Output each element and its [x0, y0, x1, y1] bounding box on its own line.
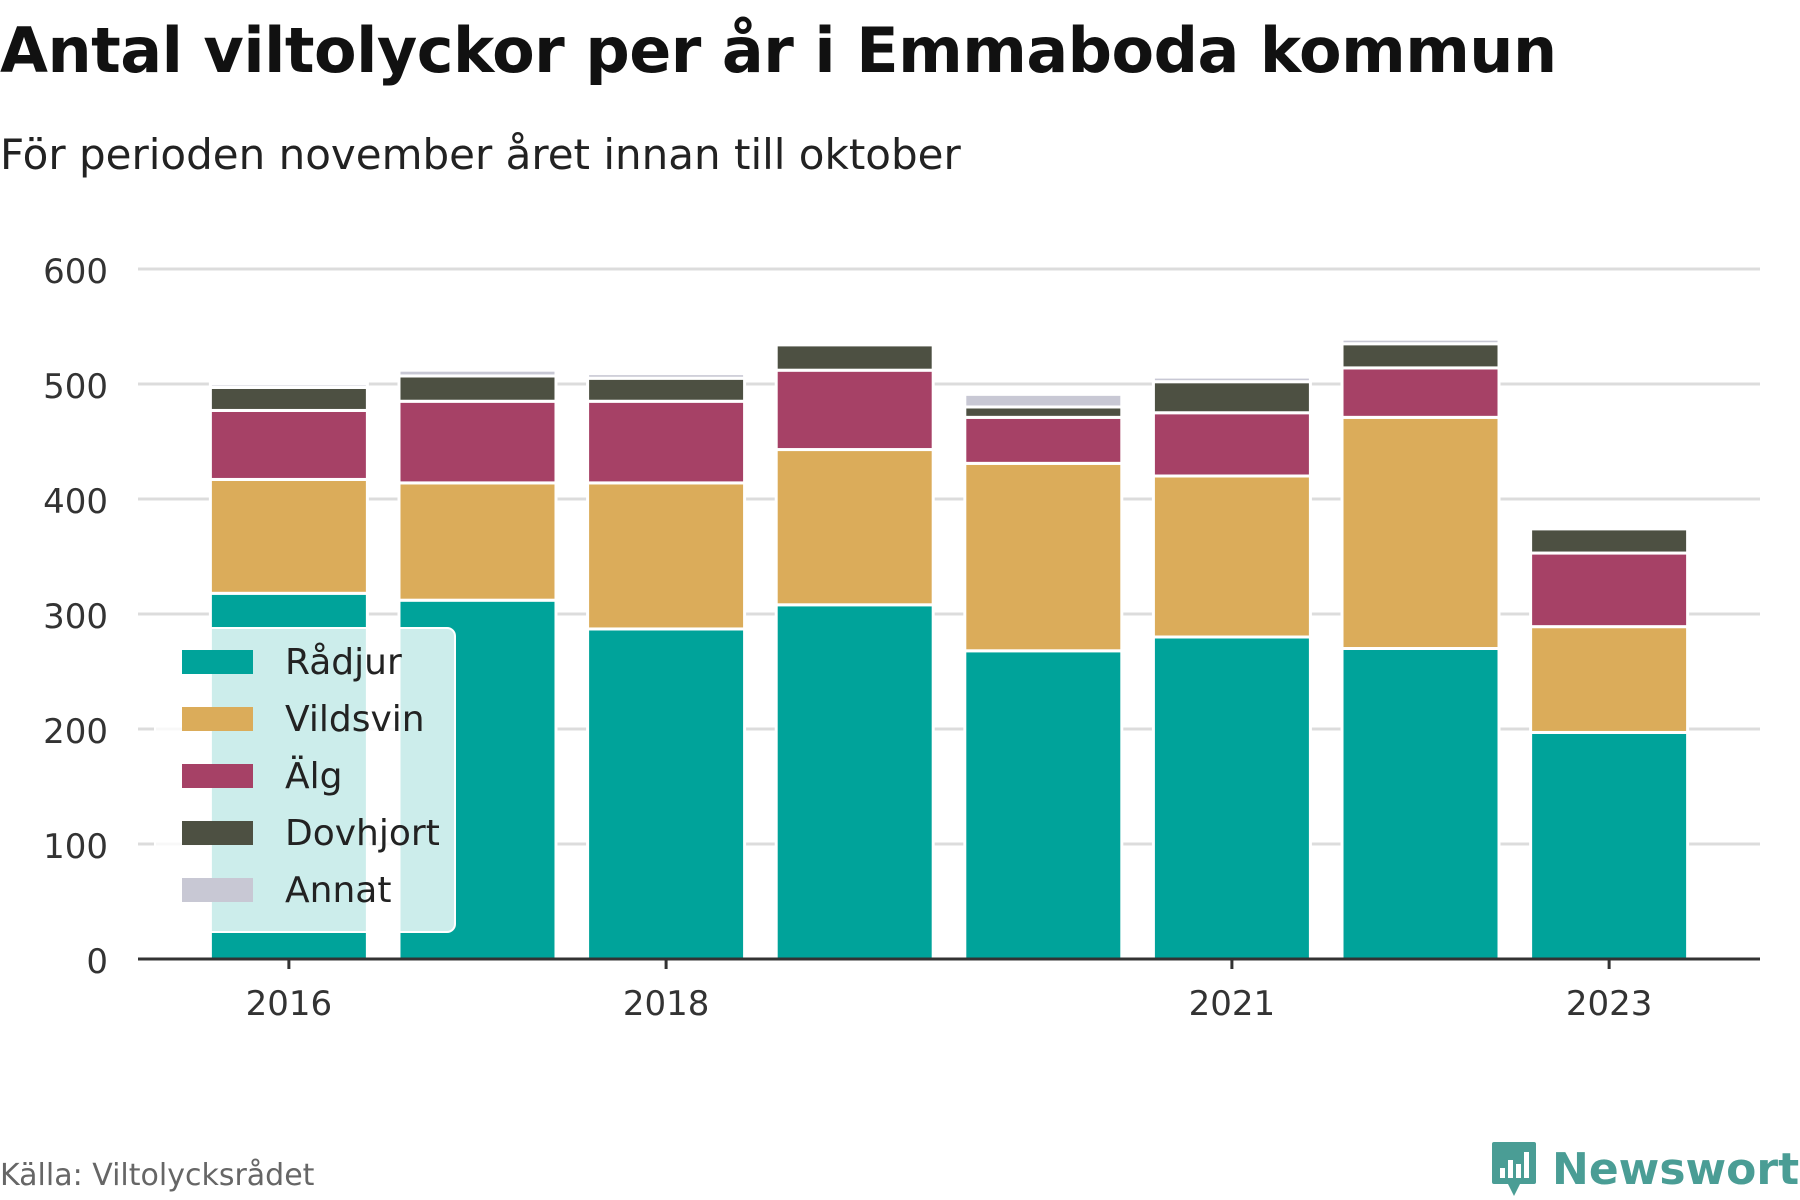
y-tick-label: 0: [86, 942, 108, 982]
x-tick-label: 2021: [1189, 984, 1276, 1024]
bar-segment: [397, 399, 558, 485]
bar-segment: [208, 477, 369, 595]
legend-swatch: [182, 650, 253, 674]
chart-subtitle: För perioden november året innan till ok…: [0, 130, 961, 179]
bar-segment: [963, 461, 1124, 653]
y-tick-label: 300: [43, 597, 108, 637]
bar-segment: [1529, 527, 1690, 555]
bar-segment: [586, 481, 747, 631]
brand-name: Newsworthy: [1552, 1143, 1800, 1195]
bar-segment: [963, 392, 1124, 409]
bar-segment: [774, 603, 935, 961]
legend-label: Annat: [285, 870, 391, 911]
legend-label: Vildsvin: [285, 699, 425, 740]
chart-title: Antal viltolyckor per år i Emmaboda komm…: [0, 14, 1557, 87]
y-tick-label: 500: [43, 367, 108, 407]
bar-segment: [1340, 337, 1501, 346]
bar-segment: [208, 382, 369, 389]
legend-swatch: [182, 821, 253, 845]
bar-segment: [774, 343, 935, 372]
bar-segment: [1151, 474, 1312, 639]
bar-segment: [774, 448, 935, 607]
x-tick-label: 2016: [246, 984, 333, 1024]
brand-logo: Newsworthy: [1490, 1140, 1800, 1198]
bar-segment: [774, 368, 935, 452]
legend-label: Älg: [285, 755, 342, 797]
bar-segment: [1529, 730, 1690, 961]
bar-segment: [1340, 342, 1501, 370]
y-tick-label: 600: [43, 252, 108, 292]
legend-swatch: [182, 764, 253, 788]
bar-segment: [208, 408, 369, 481]
legend-label: Dovhjort: [285, 813, 440, 854]
y-tick-label: 200: [43, 712, 108, 752]
bar-segment: [586, 372, 747, 380]
bar-segment: [963, 649, 1124, 961]
newsworthy-icon: [1492, 1142, 1536, 1196]
y-axis-ticks: 0 100 200 300 400 500 600: [43, 252, 108, 982]
bar-segment: [1151, 635, 1312, 961]
bar-segment: [208, 385, 369, 412]
bar-segment: [963, 415, 1124, 465]
bar-segment: [1529, 551, 1690, 629]
source-note: Källa: Viltolycksrådet: [0, 1158, 315, 1193]
bar-segment: [586, 627, 747, 961]
bar-segment: [397, 374, 558, 403]
bar-segment: [1340, 366, 1501, 419]
bar-segment: [1151, 380, 1312, 415]
bar-segment: [1151, 411, 1312, 478]
legend-swatch: [182, 878, 253, 902]
stacked-bar-chart: 0 100 200 300 400 500 600 2016 2018 2021 2023 Råd…: [43, 252, 1760, 1024]
bar-segment: [397, 481, 558, 602]
bar-segment: [586, 376, 747, 403]
y-tick-label: 400: [43, 482, 108, 522]
bar-segment: [1340, 415, 1501, 650]
legend: Rådjur Vildsvin Älg Dovhjort Annat: [154, 627, 456, 933]
bar-segment: [1340, 647, 1501, 961]
x-tick-label: 2018: [623, 984, 710, 1024]
legend-swatch: [182, 707, 253, 731]
bar-segment: [397, 368, 558, 378]
bar-segment: [586, 399, 747, 485]
bar-segment: [963, 405, 1124, 419]
legend-box: [154, 627, 456, 933]
y-tick-label: 100: [43, 827, 108, 867]
bar-segment: [1529, 625, 1690, 734]
x-tick-label: 2023: [1566, 984, 1653, 1024]
bar-segment: [1151, 375, 1312, 384]
legend-label: Rådjur: [285, 642, 402, 683]
x-axis-ticks: 2016 2018 2021 2023: [246, 959, 1653, 1024]
